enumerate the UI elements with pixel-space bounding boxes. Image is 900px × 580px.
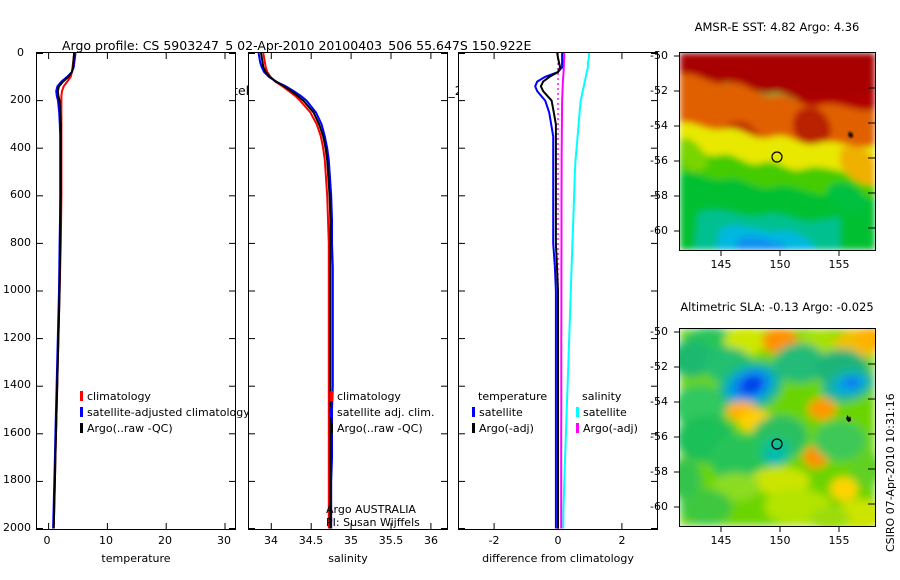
salinity-series-satellite-adjusted [257,53,334,529]
sst-map-title: AMSR-E SST: 4.82 Argo: 4.36 [694,20,860,34]
legend-entry: satellite [472,406,523,419]
legend-swatch-climatology [330,391,333,401]
temperature-xticks [48,53,226,529]
legend-entry: climatology [330,390,401,403]
panel-salinity [248,52,448,530]
legend-header-salinity: salinity [582,390,622,403]
csiro-credit: CSIRO 07-Apr-2010 10:31:16 [884,393,897,552]
map-sla [679,328,876,527]
sst-xtick-marks [720,251,840,256]
legend-entry: satellite adj. clim. [330,406,434,419]
annotation-pi: PI: Susan Wijffels [326,516,420,529]
legend-swatch-temperature-satellite [472,407,475,417]
difference-plot [459,53,657,529]
sst-map-image [680,53,875,250]
legend-entry: satellite-adjusted climatology [80,406,250,419]
temperature-axis-label: temperature [101,552,171,565]
figure-title-line1: Argo profile: CS 5903247_5 02-Apr-2010 2… [62,38,532,53]
salinity-plot [249,53,447,529]
sla-right-ticks [868,363,875,505]
legend-entry: Argo(..raw -QC) [330,422,423,435]
sla-map-title: Altimetric SLA: -0.13 Argo: -0.025 [680,300,874,314]
sst-ytick-marks [674,55,680,232]
temperature-series-argo [52,53,76,529]
annotation-program: Argo AUSTRALIA [326,503,416,516]
temperature-series-climatology [52,53,76,529]
legend-entry: Argo(-adj) [472,422,534,435]
legend-entry: Argo(..raw -QC) [80,422,173,435]
legend-swatch-satellite-adjusted [80,407,83,417]
legend-swatch-argo [330,423,333,433]
difference-series-temperature-argo [539,53,562,529]
legend-swatch-temperature-argo [472,423,475,433]
legend-entry: climatology [80,390,151,403]
legend-swatch-satellite-adjusted [330,407,333,417]
salinity-axis-label: salinity [328,552,368,565]
sla-ytick-marks [674,331,680,508]
difference-series-salinity-satellite [562,53,590,529]
difference-series-salinity-argo [560,53,566,529]
legend-swatch-salinity-argo [576,423,579,433]
salinity-xticks [270,53,432,529]
panel-temperature [36,52,236,530]
legend-header-temperature: temperature [478,390,548,403]
legend-entry: Argo(-adj) [576,422,638,435]
salinity-series-argo [260,53,332,529]
salinity-yticks [249,53,447,529]
legend-swatch-salinity-satellite [576,407,579,417]
temperature-series-satellite-adjusted [52,53,77,529]
temperature-yticks [37,53,235,529]
legend-swatch-climatology [80,391,83,401]
sla-profile-position-marker [771,438,783,450]
sst-right-ticks [868,87,875,229]
map-sst [679,52,876,251]
difference-axis-label: difference from climatology [482,552,634,565]
legend-entry: satellite [576,406,627,419]
panel-difference [458,52,658,530]
temperature-plot [37,53,235,529]
legend-swatch-argo [80,423,83,433]
difference-series-temperature-satellite [534,53,564,529]
island-marker [846,415,851,422]
sla-map-image [680,329,875,526]
sst-profile-position-marker [771,151,783,163]
difference-yticks [459,53,657,529]
island-marker [848,131,854,138]
sla-xtick-marks [720,527,840,532]
